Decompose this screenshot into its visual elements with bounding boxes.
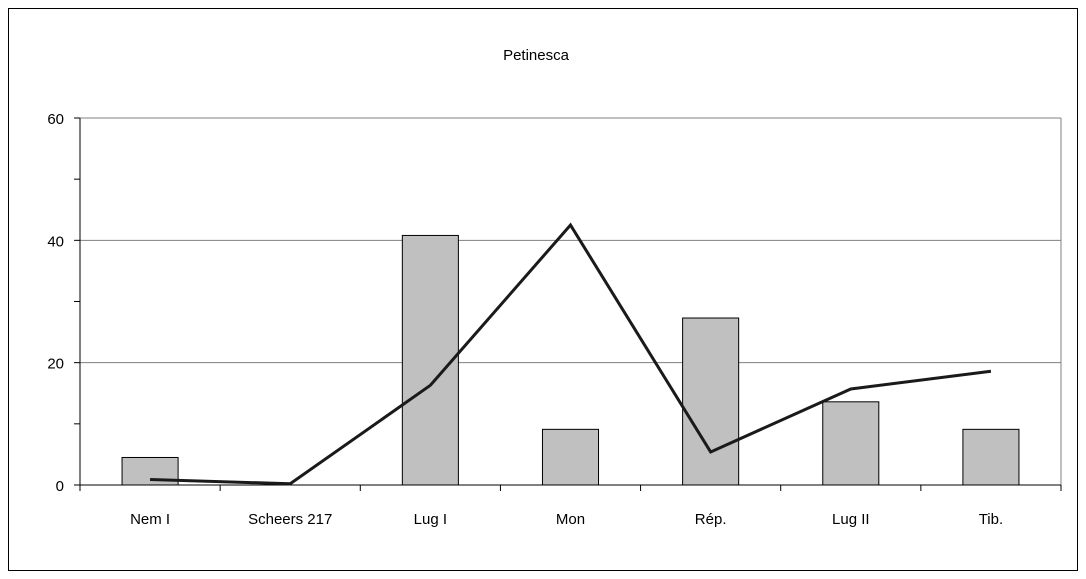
bar-2 bbox=[401, 234, 459, 486]
x-tick-label-1: Scheers 217 bbox=[248, 511, 332, 528]
bar-3 bbox=[541, 428, 600, 486]
bar-5 bbox=[822, 401, 880, 486]
x-tick-label-2: Lug I bbox=[414, 511, 447, 528]
y-tick-label-2: 40 bbox=[47, 233, 64, 250]
series-line bbox=[150, 222, 992, 486]
x-tick-label-0: Nem I bbox=[130, 511, 170, 528]
bar-4 bbox=[682, 317, 740, 486]
bar-6 bbox=[962, 428, 1020, 486]
x-tick-label-3: Mon bbox=[556, 511, 585, 528]
y-tick-label-3: 60 bbox=[47, 111, 64, 128]
plot-area: 0 20 40 60 Nem I Scheers 217 Lug I Mon Rép. Lug I… bbox=[47, 111, 1062, 528]
y-tick-label-1: 20 bbox=[47, 356, 64, 373]
chart-title: Petinesca bbox=[503, 47, 570, 64]
x-tick-label-4: Rép. bbox=[695, 511, 727, 528]
x-tick-label-5: Lug II bbox=[832, 511, 870, 528]
y-tick-label-0: 0 bbox=[56, 478, 64, 495]
x-tick-label-6: Tib. bbox=[979, 511, 1003, 528]
